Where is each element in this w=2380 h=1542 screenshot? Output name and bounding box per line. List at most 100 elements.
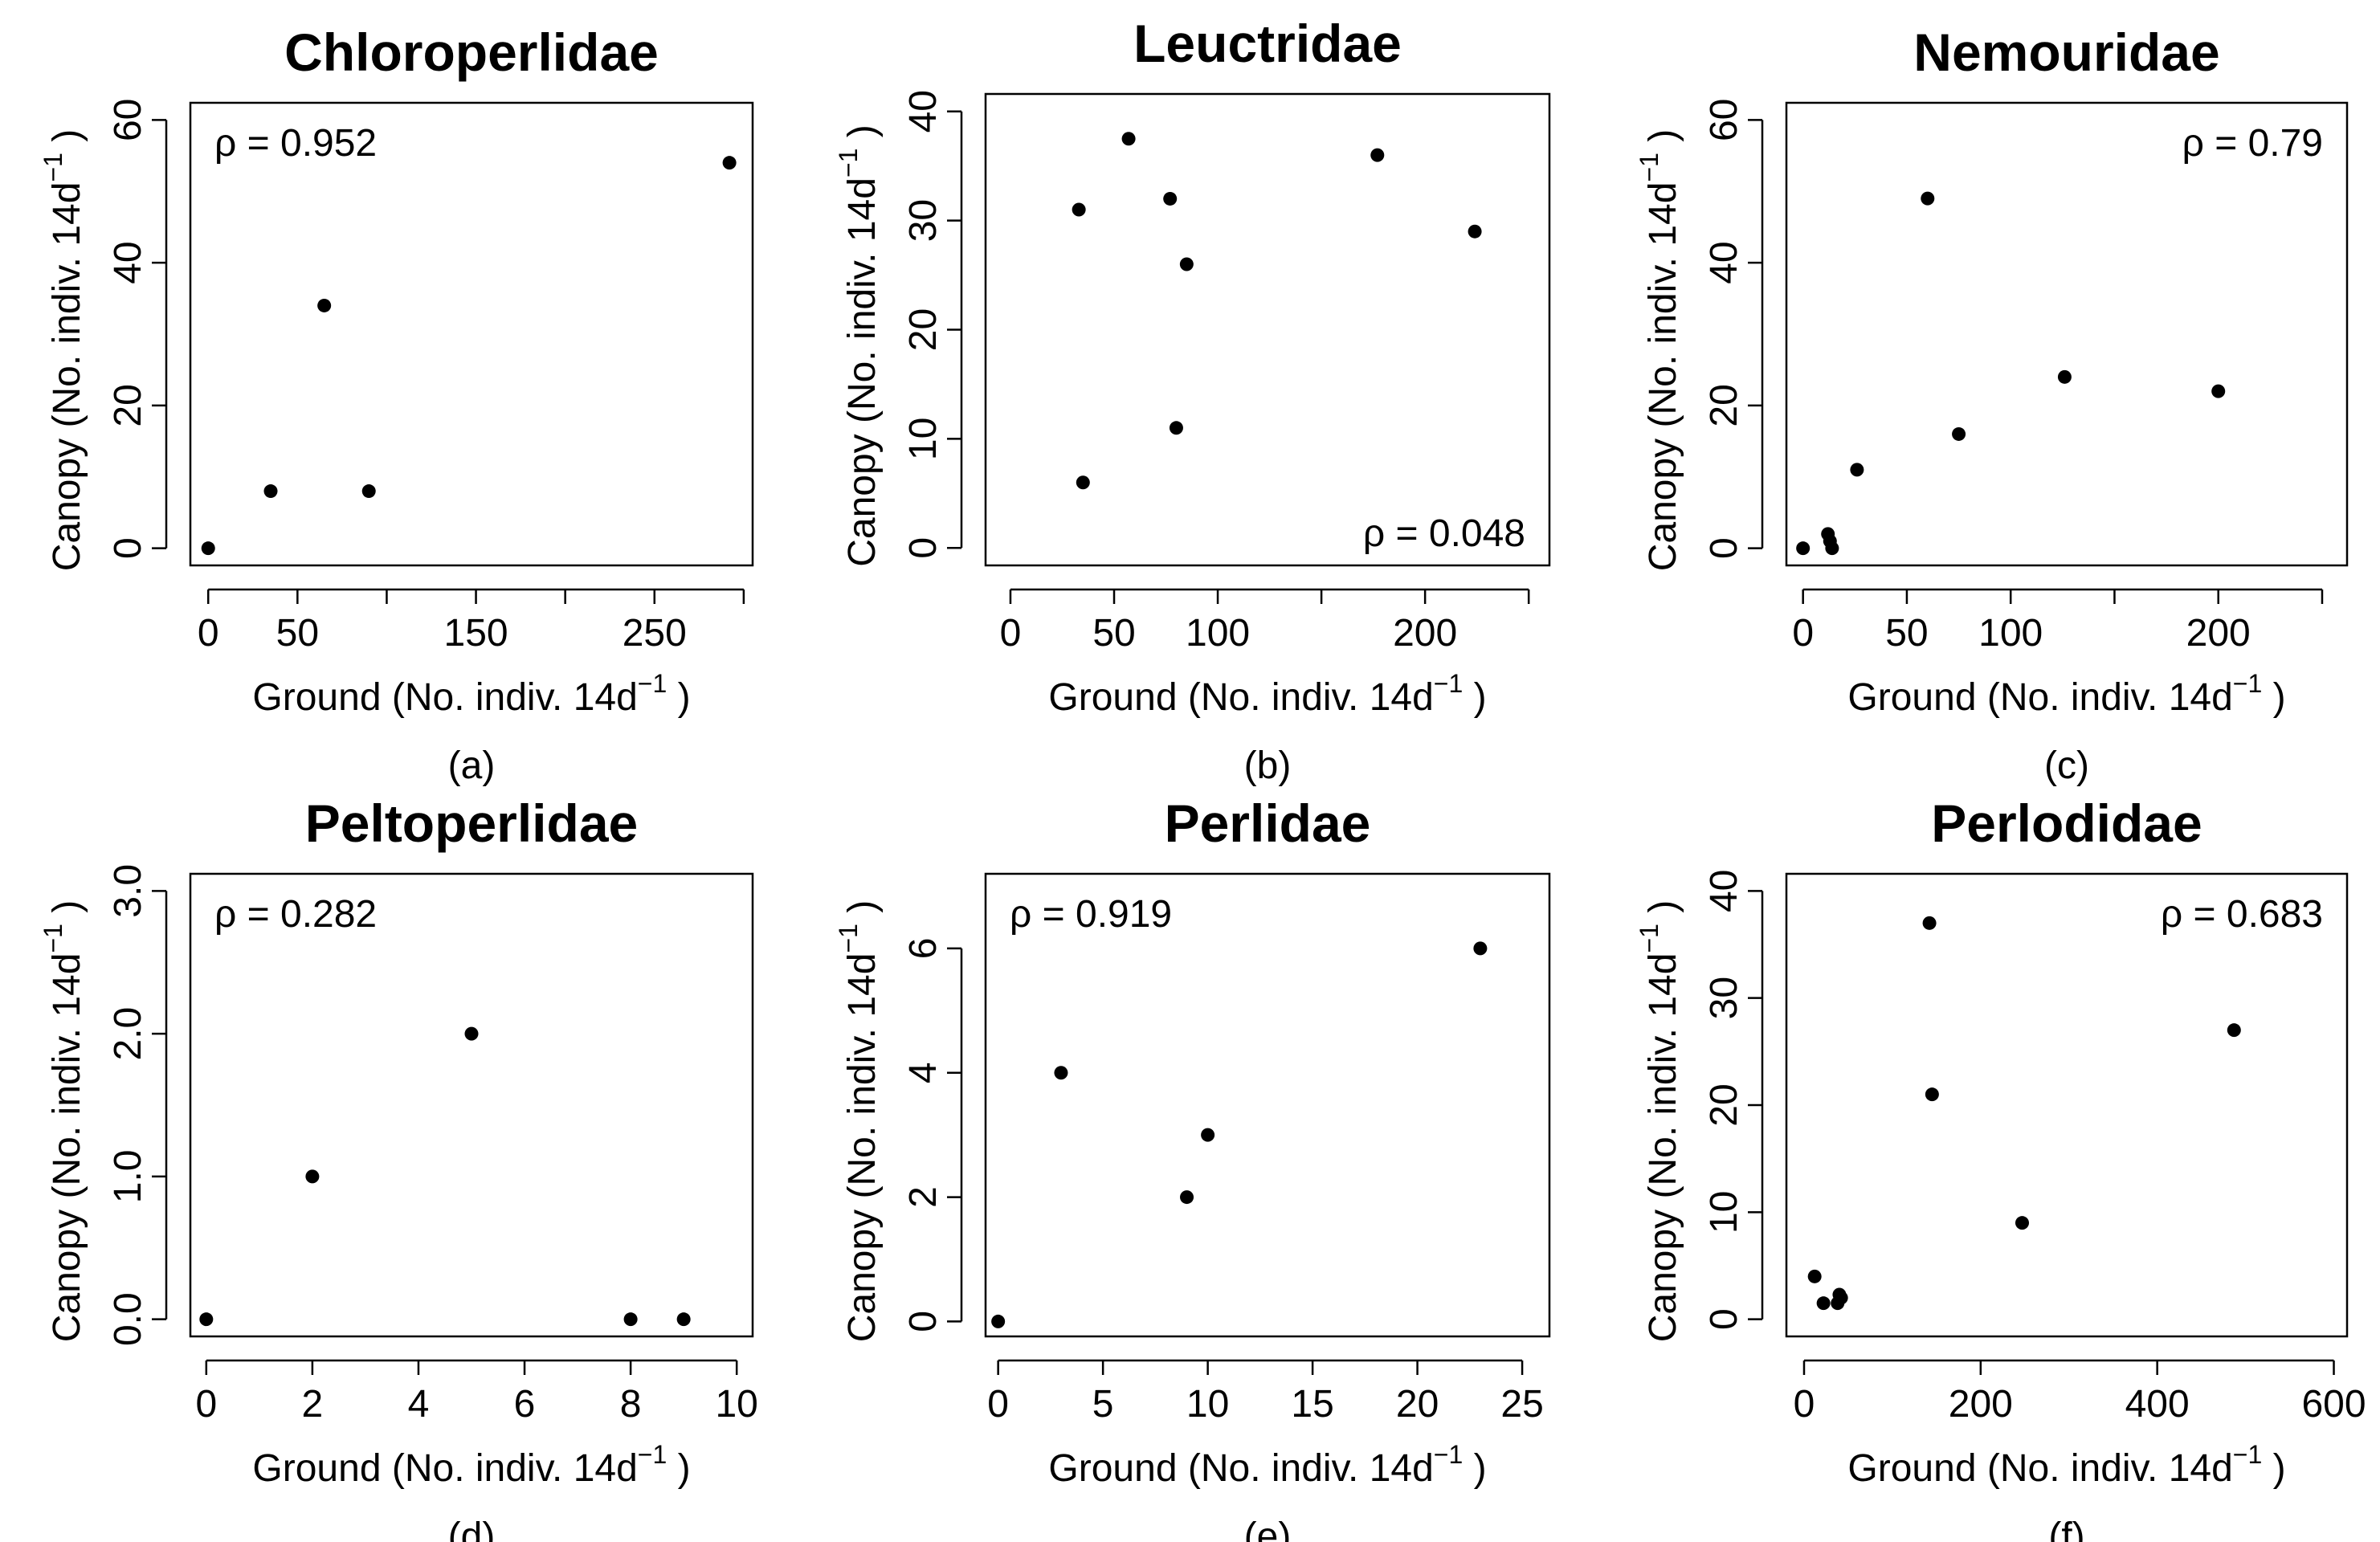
rho-annotation: ρ = 0.048 xyxy=(1363,512,1525,555)
x-tick-label: 2 xyxy=(302,1383,324,1426)
x-axis-label-sup: −1 xyxy=(2233,669,2262,698)
y-tick-label: 0 xyxy=(1703,537,1745,559)
x-tick-label: 8 xyxy=(620,1383,642,1426)
x-tick-label: 200 xyxy=(1949,1383,2013,1426)
data-point xyxy=(1952,426,1966,441)
x-axis-label-text: Ground (No. indiv. 14d xyxy=(252,676,637,719)
data-point xyxy=(1816,1296,1831,1311)
y-axis-label-sup: −1 xyxy=(39,153,67,182)
x-axis-label-sup: −1 xyxy=(2233,1440,2262,1469)
y-tick-label: 60 xyxy=(107,99,149,141)
y-axis-label-text: Canopy (No. indiv. 14d xyxy=(841,953,884,1343)
x-axis-label-text: Ground (No. indiv. 14d xyxy=(1847,676,2232,719)
x-axis-label-sup: −1 xyxy=(638,669,667,698)
x-tick-label: 0 xyxy=(195,1383,217,1426)
y-axis-label-close: ) xyxy=(46,129,88,153)
data-point xyxy=(1179,257,1194,271)
data-point xyxy=(1180,1190,1194,1205)
y-tick-label: 3.0 xyxy=(107,864,149,918)
rho-annotation: ρ = 0.952 xyxy=(214,122,377,165)
panel-title: Leuctridae xyxy=(1133,14,1402,73)
x-tick-label: 6 xyxy=(514,1383,536,1426)
x-axis-label-sup: −1 xyxy=(1434,1440,1463,1469)
y-axis-label: Canopy (No. indiv. 14d−1 ) xyxy=(1635,900,1684,1343)
x-tick-label: 400 xyxy=(2125,1383,2190,1426)
y-axis-label-text: Canopy (No. indiv. 14d xyxy=(841,177,884,567)
rho-annotation: ρ = 0.919 xyxy=(1010,893,1172,936)
x-tick-label: 0 xyxy=(1000,612,1022,655)
data-point xyxy=(1925,1087,1939,1102)
y-axis-label: Canopy (No. indiv. 14d−1 ) xyxy=(834,124,884,567)
plot-frame xyxy=(189,101,754,567)
x-tick-label: 4 xyxy=(408,1383,430,1426)
y-tick-label: 1.0 xyxy=(107,1150,149,1204)
data-point xyxy=(1825,541,1839,556)
panel-title: Peltoperlidae xyxy=(305,793,638,853)
y-axis-label-close: ) xyxy=(1642,129,1684,153)
y-tick-label: 10 xyxy=(902,418,945,460)
panel-1: Chloroperlidae 0 50 150 250 0 20 40 60 Ground (No… xyxy=(39,22,754,787)
x-tick-label: 200 xyxy=(1393,612,1457,655)
data-point xyxy=(1163,191,1178,206)
y-tick-label: 0 xyxy=(1703,1308,1745,1330)
data-point xyxy=(991,1314,1006,1328)
y-tick-label: 0 xyxy=(902,537,945,559)
data-point xyxy=(1473,941,1488,956)
panel-2: Leuctridae 0 50 100 200 0 10 20 30 40 Ground (No. … xyxy=(834,14,1551,787)
x-tick-label: 5 xyxy=(1092,1383,1114,1426)
data-point xyxy=(1201,1128,1215,1142)
data-point xyxy=(1072,202,1086,217)
x-tick-label: 10 xyxy=(715,1383,757,1426)
panel-letter: (d) xyxy=(448,1515,496,1542)
rho-annotation: ρ = 0.683 xyxy=(2161,893,2323,936)
y-axis-label-sup: −1 xyxy=(1635,153,1664,182)
data-point xyxy=(263,484,278,499)
data-point xyxy=(1169,421,1183,435)
data-point xyxy=(676,1312,691,1327)
data-point xyxy=(317,298,332,312)
y-tick-label: 60 xyxy=(1703,99,1745,141)
x-axis-label-close: ) xyxy=(1463,1447,1486,1490)
x-tick-label: 0 xyxy=(198,612,219,655)
y-tick-label: 2 xyxy=(902,1186,945,1208)
x-tick-label: 0 xyxy=(987,1383,1009,1426)
x-tick-label: 0 xyxy=(1792,612,1814,655)
data-point xyxy=(2015,1216,2029,1230)
x-tick-label: 50 xyxy=(1885,612,1928,655)
x-axis-label: Ground (No. indiv. 14d−1 ) xyxy=(252,1440,690,1490)
data-point xyxy=(1850,463,1864,477)
data-point xyxy=(2211,384,2226,398)
data-point xyxy=(305,1169,320,1184)
y-axis-label-text: Canopy (No. indiv. 14d xyxy=(1642,953,1684,1343)
rho-annotation: ρ = 0.282 xyxy=(214,893,377,936)
data-point xyxy=(2057,369,2072,384)
plot-frame xyxy=(189,872,754,1338)
x-tick-label: 600 xyxy=(2301,1383,2366,1426)
y-tick-label: 40 xyxy=(902,90,945,133)
data-point xyxy=(623,1312,638,1327)
panel-letter: (b) xyxy=(1244,744,1292,787)
y-axis-label: Canopy (No. indiv. 14d−1 ) xyxy=(1635,129,1684,572)
x-axis-label-text: Ground (No. indiv. 14d xyxy=(252,1447,637,1490)
y-tick-label: 0 xyxy=(902,1311,945,1332)
x-axis-label: Ground (No. indiv. 14d−1 ) xyxy=(1048,1440,1486,1490)
panel-letter: (e) xyxy=(1244,1515,1292,1542)
y-axis-label: Canopy (No. indiv. 14d−1 ) xyxy=(39,129,88,572)
plot-frame xyxy=(984,92,1551,567)
panel-3: Nemouridae 0 50 100 200 0 20 40 60 Ground (No. in… xyxy=(1635,22,2349,787)
panel-title: Perlidae xyxy=(1165,793,1371,853)
y-axis-label: Canopy (No. indiv. 14d−1 ) xyxy=(39,900,88,1343)
x-tick-label: 25 xyxy=(1500,1383,1543,1426)
data-point xyxy=(199,1312,214,1327)
y-tick-label: 0 xyxy=(107,537,149,559)
y-tick-label: 30 xyxy=(1703,977,1745,1019)
x-axis-label-text: Ground (No. indiv. 14d xyxy=(1847,1447,2232,1490)
data-point xyxy=(201,541,215,556)
y-tick-label: 40 xyxy=(1703,870,1745,912)
data-point xyxy=(1054,1066,1068,1080)
y-tick-label: 0.0 xyxy=(107,1292,149,1346)
x-axis-label: Ground (No. indiv. 14d−1 ) xyxy=(252,669,690,719)
x-axis-label-close: ) xyxy=(2262,676,2285,719)
y-tick-label: 20 xyxy=(902,308,945,351)
